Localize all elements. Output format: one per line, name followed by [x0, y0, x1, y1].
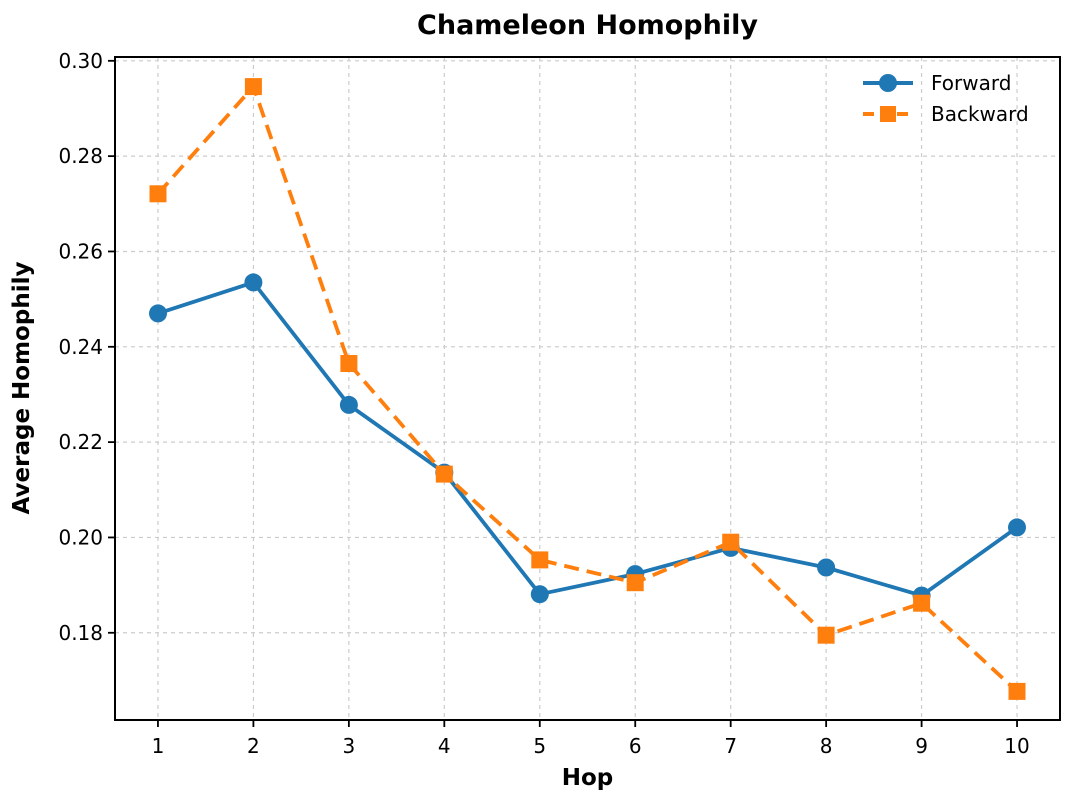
y-tick-label-0.30: 0.30 [58, 49, 103, 73]
y-axis-label: Average Homophily [9, 261, 35, 515]
backward-point-hop-6 [626, 574, 644, 592]
x-tick-label-6: 6 [629, 734, 642, 758]
grid-lines [115, 57, 1060, 720]
y-tick-label-0.28: 0.28 [58, 144, 103, 168]
legend-label-forward: Forward [931, 71, 1012, 95]
series-backward [149, 78, 1026, 700]
x-tick-label-4: 4 [438, 734, 451, 758]
legend-item-backward: Backward [863, 103, 1029, 125]
y-tick-label-0.26: 0.26 [58, 240, 103, 264]
chart-title: Chameleon Homophily [417, 10, 758, 41]
x-tick-labels: 1 2 3 4 5 6 7 8 9 10 [152, 734, 1030, 758]
backward-point-hop-5 [531, 551, 549, 569]
y-tick-label-0.20: 0.20 [58, 525, 103, 549]
y-tick-label-0.24: 0.24 [58, 335, 103, 359]
backward-dashed-line-marker-icon [863, 106, 913, 122]
series-forward [149, 273, 1026, 605]
backward-point-hop-10 [1008, 682, 1026, 700]
backward-point-hop-7 [722, 533, 740, 551]
forward-line-marker-icon [863, 74, 913, 92]
x-tick-label-3: 3 [343, 734, 356, 758]
legend-label-backward: Backward [931, 102, 1029, 126]
backward-point-hop-4 [435, 465, 453, 483]
y-tick-label-0.22: 0.22 [58, 430, 103, 454]
axes-border [114, 56, 1061, 721]
x-tick-label-1: 1 [152, 734, 165, 758]
forward-point-hop-1 [149, 304, 167, 323]
backward-point-hop-9 [913, 594, 931, 612]
y-tick-label-0.18: 0.18 [58, 621, 103, 645]
backward-point-hop-1 [149, 185, 167, 203]
forward-point-hop-10 [1008, 518, 1026, 537]
x-axis-label: Hop [561, 765, 614, 791]
x-tick-label-8: 8 [820, 734, 833, 758]
backward-point-hop-3 [340, 355, 358, 372]
forward-point-hop-5 [530, 585, 549, 604]
forward-point-hop-3 [339, 395, 358, 414]
legend: Forward Backward [863, 72, 1029, 125]
x-tick-label-10: 10 [1004, 734, 1029, 758]
forward-point-hop-2 [244, 273, 263, 292]
x-tick-label-5: 5 [533, 734, 546, 758]
x-tick-label-7: 7 [724, 734, 737, 758]
backward-point-hop-2 [244, 78, 262, 96]
axis-ticks [108, 59, 1018, 727]
x-tick-label-2: 2 [247, 734, 260, 758]
legend-item-forward: Forward [863, 72, 1029, 94]
forward-point-hop-8 [817, 558, 836, 577]
backward-point-hop-8 [817, 626, 835, 644]
x-tick-label-9: 9 [915, 734, 928, 758]
y-tick-labels: 0.18 0.20 0.22 0.24 0.26 0.28 0.30 [58, 49, 103, 645]
